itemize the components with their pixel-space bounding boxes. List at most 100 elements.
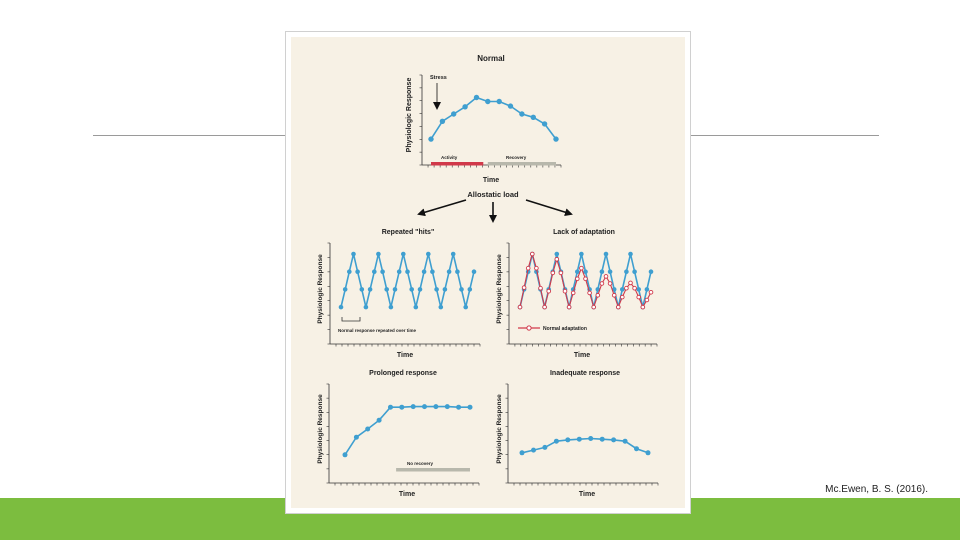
data-point: [446, 269, 452, 274]
data-point: [428, 136, 434, 142]
data-point: [485, 98, 491, 105]
data-point: [648, 290, 654, 295]
data-point: [587, 290, 592, 296]
data-point: [554, 257, 560, 262]
y-axis-label: Physiologic Response: [496, 254, 503, 324]
data-point: [410, 404, 416, 410]
data-point: [541, 121, 548, 127]
data-point: [644, 297, 650, 303]
y-axis-label: Physiologic Response: [496, 394, 503, 464]
data-point: [538, 285, 543, 291]
bracket-label: Normal response repeated over time: [338, 328, 417, 333]
data-point: [473, 94, 480, 101]
data-point: [546, 288, 551, 294]
data-point: [367, 287, 373, 292]
series-layer: [519, 436, 651, 456]
data-point: [455, 269, 460, 274]
data-point: [632, 285, 637, 291]
data-point: [583, 269, 588, 274]
data-point: [644, 287, 650, 292]
data-point: [599, 269, 605, 274]
allostatic-load-figure: Normal Physiologic Response Time Stress …: [317, 54, 659, 498]
data-point: [438, 304, 444, 310]
data-point: [396, 269, 402, 274]
bar-layer: [431, 162, 556, 166]
data-point: [365, 426, 371, 432]
data-point: [579, 265, 584, 271]
data-point: [542, 444, 548, 450]
citation: Mc.Ewen, B. S. (2016).: [825, 484, 928, 495]
data-point: [355, 269, 360, 274]
stress-label: Stress: [430, 75, 447, 81]
data-point: [542, 304, 547, 310]
data-point: [575, 269, 580, 274]
data-point: [451, 111, 457, 117]
data-point: [388, 404, 393, 410]
data-point: [553, 136, 559, 142]
panel-repeated-hits: Repeated "hits" Physiologic Response Tim…: [317, 229, 481, 359]
data-point: [517, 304, 523, 310]
data-point: [575, 276, 580, 282]
x-axis-label: Time: [574, 352, 590, 359]
series-layer: [342, 404, 473, 458]
legend-label: Normal adaptation: [543, 326, 587, 332]
data-point: [421, 269, 427, 274]
data-point: [634, 446, 639, 452]
data-point: [603, 274, 609, 279]
data-point: [456, 404, 462, 410]
chart-title: Normal: [477, 54, 505, 63]
data-point: [376, 251, 381, 257]
data-point: [640, 304, 646, 310]
axes: [326, 383, 480, 486]
figure-panel: Normal Physiologic Response Time Stress …: [291, 37, 685, 508]
panel-inadequate-response: Inadequate response Physiologic Response…: [496, 370, 659, 498]
data-point: [591, 304, 596, 310]
axes: [505, 383, 659, 486]
data-point: [463, 304, 468, 310]
data-point: [628, 280, 633, 286]
data-point: [507, 103, 514, 109]
data-point: [405, 269, 410, 274]
bar-layer: [396, 468, 470, 472]
x-axis-label: Time: [399, 491, 415, 498]
data-point: [645, 450, 651, 456]
chart-title: Inadequate response: [550, 370, 620, 377]
data-point: [384, 287, 389, 292]
data-point: [519, 450, 525, 456]
data-point: [624, 269, 629, 274]
data-point: [338, 304, 344, 310]
series-line: [340, 253, 475, 308]
data-point: [554, 251, 560, 257]
data-point: [521, 285, 527, 290]
data-point: [342, 287, 348, 292]
data-point: [363, 304, 369, 310]
data-point: [342, 452, 348, 458]
data-point: [576, 436, 582, 442]
data-point: [471, 269, 477, 274]
data-point: [570, 290, 576, 296]
data-point: [525, 265, 531, 271]
data-point: [632, 269, 637, 274]
phase-bar: [431, 162, 484, 166]
data-point: [599, 436, 605, 442]
data-point: [376, 417, 382, 423]
data-point: [624, 285, 629, 291]
y-axis-label: Physiologic Response: [317, 254, 324, 324]
data-point: [562, 288, 568, 294]
data-point: [351, 251, 356, 257]
data-point: [607, 281, 613, 286]
panel-prolonged-response: Prolonged response Physiologic Response …: [317, 370, 480, 498]
series-layer: [517, 251, 654, 310]
data-point: [565, 437, 571, 443]
recovery-label: Recovery: [506, 155, 527, 160]
data-point: [519, 111, 525, 117]
data-point: [583, 276, 588, 282]
data-point: [550, 270, 556, 276]
data-point: [566, 304, 572, 310]
chart-title: Lack of adaptation: [553, 229, 615, 236]
panel-lack-of-adaptation: Lack of adaptation Physiologic Response …: [496, 229, 658, 359]
data-point: [579, 251, 584, 257]
data-point: [392, 287, 398, 292]
data-point: [450, 251, 456, 257]
data-point: [417, 287, 423, 292]
